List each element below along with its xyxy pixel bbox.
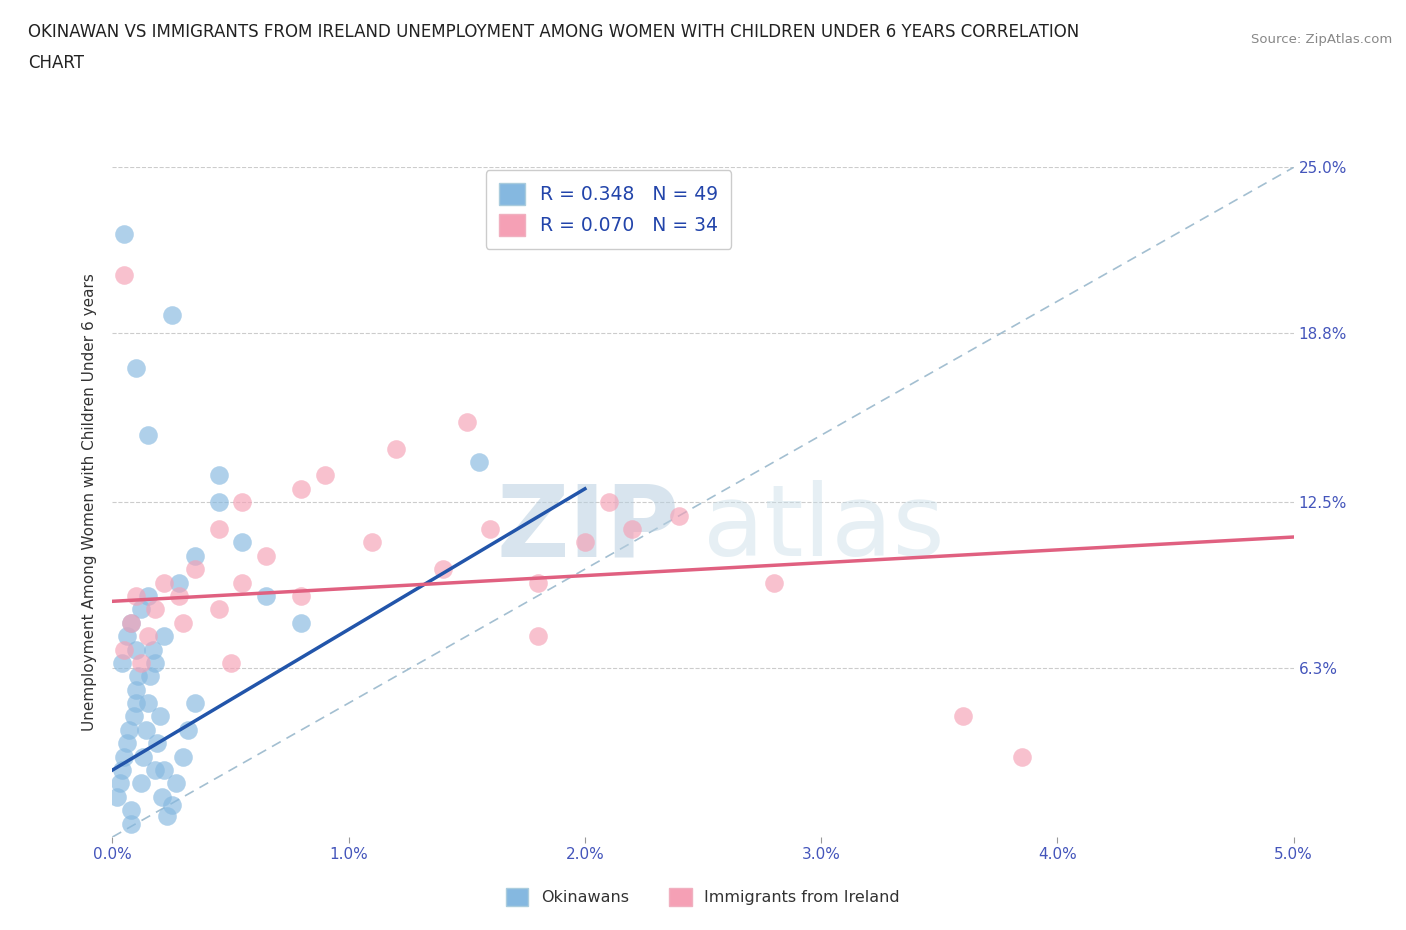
Point	[125, 683, 148, 698]
Legend: Okinawans, Immigrants from Ireland: Okinawans, Immigrants from Ireland	[499, 882, 907, 912]
Point	[153, 575, 176, 590]
Point	[231, 575, 253, 590]
Point	[136, 629, 159, 644]
Point	[120, 616, 142, 631]
Point	[208, 468, 231, 483]
Point	[184, 696, 207, 711]
Point	[112, 642, 135, 657]
Point	[479, 522, 502, 537]
Point	[952, 709, 974, 724]
Point	[120, 803, 142, 817]
Point	[314, 468, 336, 483]
Point	[111, 763, 134, 777]
Point	[120, 616, 142, 631]
Point	[150, 790, 173, 804]
Point	[156, 808, 179, 823]
Point	[115, 736, 138, 751]
Point	[526, 575, 548, 590]
Point	[132, 750, 155, 764]
Point	[177, 723, 200, 737]
Point	[118, 723, 141, 737]
Point	[208, 602, 231, 617]
Point	[143, 763, 166, 777]
Point	[129, 776, 152, 790]
Point	[160, 307, 183, 322]
Point	[598, 495, 620, 510]
Point	[167, 589, 190, 604]
Text: atlas: atlas	[703, 481, 945, 578]
Point	[108, 776, 131, 790]
Point	[184, 549, 207, 564]
Point	[184, 562, 207, 577]
Point	[290, 482, 312, 497]
Point	[172, 616, 194, 631]
Point	[125, 642, 148, 657]
Point	[112, 227, 135, 242]
Point	[127, 669, 149, 684]
Point	[668, 508, 690, 523]
Point	[143, 656, 166, 671]
Point	[172, 750, 194, 764]
Point	[125, 696, 148, 711]
Point	[105, 790, 128, 804]
Point	[136, 696, 159, 711]
Point	[621, 522, 644, 537]
Point	[115, 629, 138, 644]
Point	[149, 709, 172, 724]
Point	[208, 495, 231, 510]
Point	[167, 575, 190, 590]
Point	[762, 575, 785, 590]
Legend: R = 0.348   N = 49, R = 0.070   N = 34: R = 0.348 N = 49, R = 0.070 N = 34	[485, 170, 731, 249]
Point	[129, 602, 152, 617]
Point	[112, 267, 135, 282]
Point	[1011, 750, 1033, 764]
Text: ZIP: ZIP	[496, 481, 679, 578]
Point	[143, 602, 166, 617]
Point	[254, 549, 277, 564]
Point	[361, 535, 384, 550]
Point	[120, 817, 142, 831]
Point	[125, 361, 148, 376]
Point	[142, 642, 165, 657]
Point	[135, 723, 157, 737]
Point	[112, 750, 135, 764]
Point	[136, 589, 159, 604]
Point	[153, 763, 176, 777]
Point	[467, 455, 489, 470]
Point	[129, 656, 152, 671]
Point	[290, 616, 312, 631]
Point	[231, 495, 253, 510]
Point	[165, 776, 187, 790]
Point	[136, 428, 159, 443]
Point	[219, 656, 242, 671]
Point	[456, 415, 478, 430]
Point	[254, 589, 277, 604]
Point	[290, 589, 312, 604]
Y-axis label: Unemployment Among Women with Children Under 6 years: Unemployment Among Women with Children U…	[82, 273, 97, 731]
Point	[111, 656, 134, 671]
Point	[139, 669, 162, 684]
Point	[146, 736, 169, 751]
Point	[432, 562, 454, 577]
Point	[526, 629, 548, 644]
Point	[160, 797, 183, 812]
Text: CHART: CHART	[28, 54, 84, 72]
Point	[385, 441, 408, 456]
Point	[153, 629, 176, 644]
Point	[122, 709, 145, 724]
Point	[208, 522, 231, 537]
Text: Source: ZipAtlas.com: Source: ZipAtlas.com	[1251, 33, 1392, 46]
Text: OKINAWAN VS IMMIGRANTS FROM IRELAND UNEMPLOYMENT AMONG WOMEN WITH CHILDREN UNDER: OKINAWAN VS IMMIGRANTS FROM IRELAND UNEM…	[28, 23, 1080, 41]
Point	[231, 535, 253, 550]
Point	[125, 589, 148, 604]
Point	[574, 535, 596, 550]
